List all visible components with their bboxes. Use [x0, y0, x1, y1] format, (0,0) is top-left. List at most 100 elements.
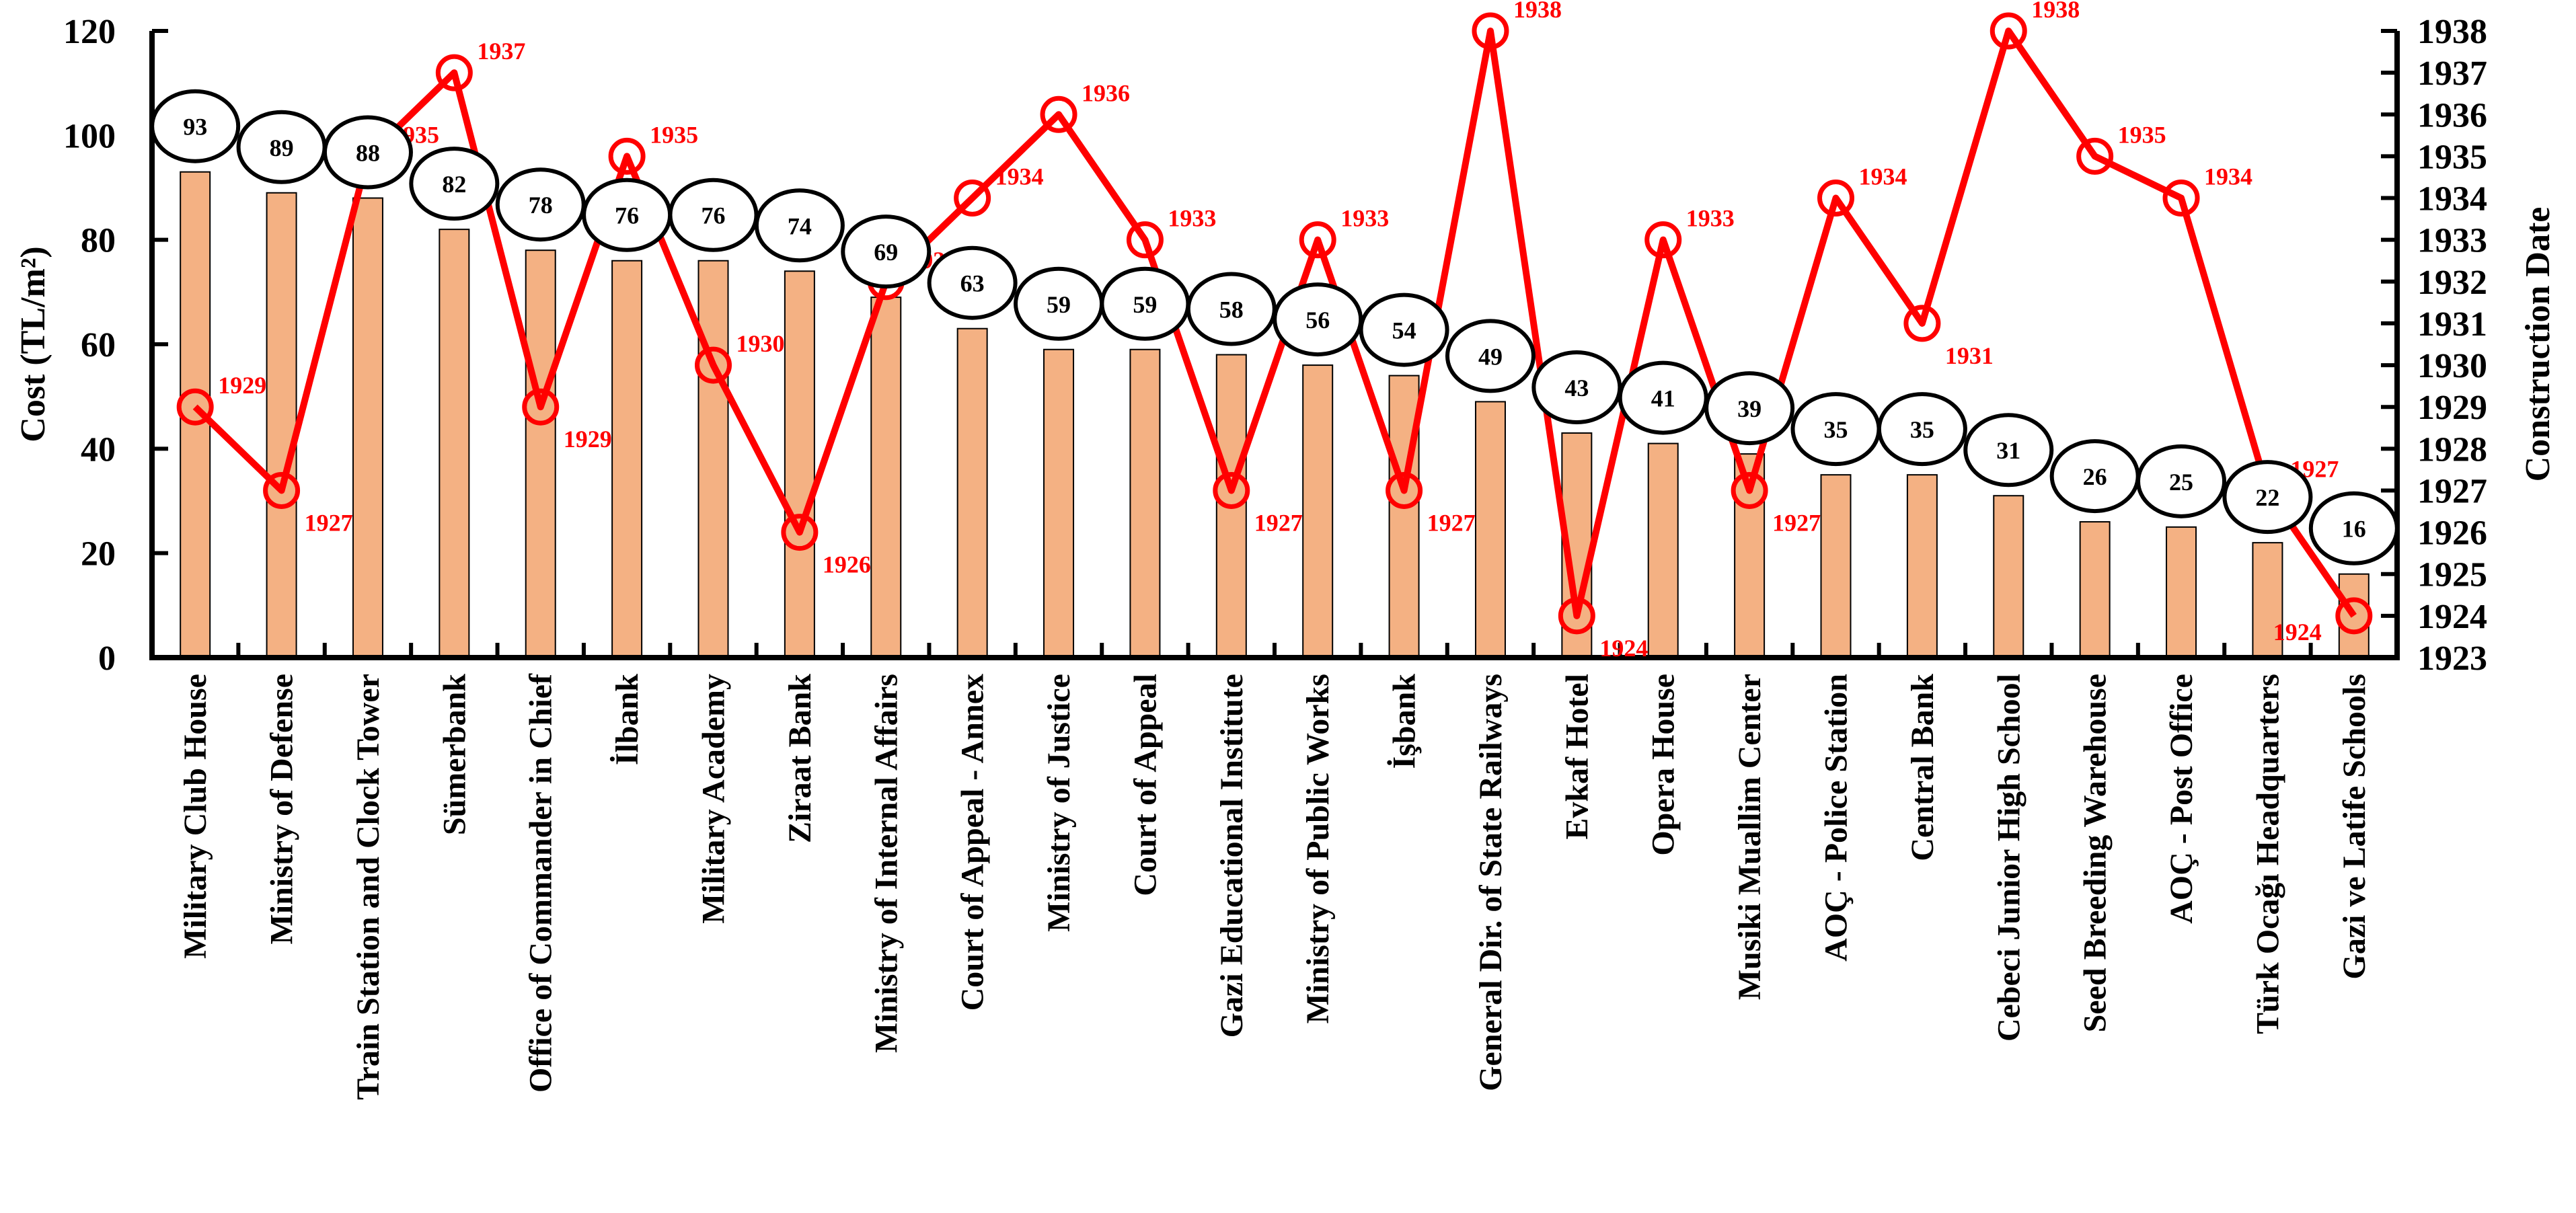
- bar-5: [525, 249, 556, 658]
- category-label: AOÇ - Post Office: [2164, 674, 2199, 924]
- cost-data-label: 76: [702, 202, 726, 229]
- cost-bubble: [1963, 413, 2054, 487]
- date-data-label: 1933: [1340, 205, 1389, 232]
- cost-data-label: 63: [960, 270, 985, 297]
- date-marker: [1731, 471, 1768, 509]
- cost-data-label: 49: [1478, 343, 1503, 370]
- date-marker: [2162, 180, 2200, 217]
- category-label: AOÇ - Police Station: [1819, 674, 1854, 962]
- cost-bubble: [1877, 392, 1967, 467]
- cost-bubble: [322, 115, 413, 190]
- category-label: Seed Breeding Warehouse: [2078, 674, 2113, 1032]
- date-data-label: 1927: [1427, 509, 1476, 536]
- category-label: Central Bank: [1905, 674, 1940, 861]
- y-tick-label: 0: [98, 639, 116, 678]
- date-data-label: 1931: [1945, 342, 1994, 369]
- date-marker: [263, 471, 301, 509]
- date-data-label: 1933: [1686, 205, 1735, 232]
- bar-25: [2252, 542, 2283, 659]
- cost-bubble: [1704, 371, 1795, 446]
- category-label: Court of Appeal - Annex: [955, 674, 991, 1011]
- date-marker: [1558, 597, 1595, 635]
- date-marker: [176, 388, 214, 426]
- date-marker: [2335, 597, 2373, 635]
- category-label: Gazi Educational Institute: [1214, 674, 1250, 1038]
- date-data-label: 1927: [305, 509, 353, 536]
- axis-ticks: 0204060801001201923192419251926192719281…: [63, 13, 2487, 678]
- category-label: Ministry of Defense: [264, 674, 300, 945]
- y2-tick-label: 1937: [2417, 54, 2487, 93]
- date-marker: [954, 180, 991, 217]
- bar-6: [611, 260, 643, 658]
- cost-data-label: 22: [2255, 484, 2279, 511]
- category-label: Cebeci Junior High School: [1991, 674, 2026, 1042]
- bar-12: [1129, 348, 1161, 658]
- y2-tick-label: 1929: [2417, 389, 2487, 427]
- bar-7: [697, 260, 729, 658]
- date-data-label: 1937: [477, 38, 525, 65]
- cost-data-label: 76: [615, 202, 639, 229]
- category-label: Evkaf Hotel: [1559, 674, 1595, 840]
- bar-3: [352, 197, 383, 658]
- bar-11: [1043, 348, 1075, 658]
- date-data-label: 1929: [218, 372, 266, 399]
- bar-24: [2166, 526, 2197, 658]
- cost-data-label: 88: [356, 140, 380, 167]
- cost-bubble: [2308, 491, 2399, 565]
- cost-data-label: 59: [1047, 291, 1071, 318]
- date-data-label: 1935: [2118, 121, 2166, 148]
- cost-data-label: 25: [2169, 469, 2193, 496]
- date-marker: [1817, 180, 1854, 217]
- date-marker: [695, 346, 732, 384]
- cost-data-label: 89: [270, 134, 294, 161]
- cost-data-label: 35: [1824, 416, 1848, 443]
- category-label: Court of Appeal: [1127, 674, 1163, 896]
- cost-data-label: 93: [183, 114, 207, 141]
- cost-data-label: 39: [1737, 395, 1761, 422]
- bar-14: [1302, 364, 1334, 658]
- date-data-label: 1934: [995, 163, 1044, 190]
- cost-data-label: 35: [1910, 416, 1934, 443]
- category-label: Musiki Muallim Center: [1732, 674, 1768, 1000]
- y2-tick-label: 1927: [2417, 472, 2487, 510]
- date-marker: [1126, 221, 1164, 259]
- date-data-label: 1927: [1254, 509, 1303, 536]
- y2-tick-label: 1933: [2417, 222, 2487, 260]
- category-label: Sümerbank: [437, 674, 472, 835]
- y2-tick-label: 1928: [2417, 430, 2487, 469]
- bar-16: [1474, 401, 1506, 659]
- y2-tick-label: 1935: [2417, 138, 2487, 176]
- date-marker: [1644, 221, 1682, 259]
- cost-data-label: 16: [2342, 516, 2366, 543]
- category-label: Ziraat Bank: [782, 674, 818, 843]
- category-label: İlbank: [609, 674, 645, 765]
- date-marker: [1040, 95, 1077, 133]
- date-data-label: 1935: [650, 121, 698, 148]
- date-marker: [1386, 471, 1423, 509]
- y-tick-label: 40: [81, 430, 116, 469]
- y2-tick-label: 1934: [2417, 180, 2487, 219]
- date-data-label: 1929: [564, 426, 612, 453]
- date-marker: [1299, 221, 1336, 259]
- cost-bubble: [1445, 319, 1536, 393]
- date-data-label: 1933: [1168, 205, 1216, 232]
- bar-20: [1820, 474, 1852, 659]
- cost-data-label: 59: [1133, 291, 1157, 318]
- bar-8: [784, 270, 815, 658]
- date-data-label: 1924: [1599, 635, 1648, 662]
- date-data-label: 1930: [736, 330, 785, 357]
- date-data-label: 1938: [1513, 0, 1562, 23]
- category-labels: Military Club House Ministry of Defense Tr…: [178, 673, 2372, 1100]
- category-label: Office of Commander in Chief: [523, 673, 559, 1093]
- y-axis-title: Cost (TL/m²): [14, 246, 52, 442]
- bar-series: [180, 171, 2370, 659]
- category-label: İşbank: [1387, 674, 1423, 769]
- cost-data-label: 78: [529, 192, 553, 219]
- cost-bubble: [927, 245, 1018, 320]
- cost-data-label: 82: [442, 171, 466, 198]
- category-label: Opera House: [1646, 674, 1681, 856]
- category-label: Gazi ve Latife Schools: [2337, 674, 2372, 980]
- y2-tick-label: 1926: [2417, 514, 2487, 553]
- date-data-label: 1938: [2031, 0, 2080, 23]
